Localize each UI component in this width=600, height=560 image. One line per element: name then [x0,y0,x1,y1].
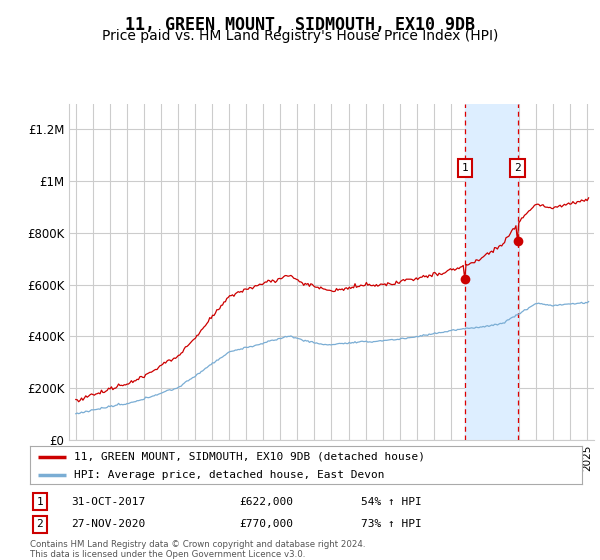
Text: 31-OCT-2017: 31-OCT-2017 [71,497,146,507]
Text: Contains HM Land Registry data © Crown copyright and database right 2024.
This d: Contains HM Land Registry data © Crown c… [30,540,365,559]
Text: 2: 2 [37,520,43,529]
Text: £622,000: £622,000 [240,497,294,507]
Text: £770,000: £770,000 [240,520,294,529]
Text: 11, GREEN MOUNT, SIDMOUTH, EX10 9DB (detached house): 11, GREEN MOUNT, SIDMOUTH, EX10 9DB (det… [74,452,425,462]
Text: HPI: Average price, detached house, East Devon: HPI: Average price, detached house, East… [74,470,385,480]
Bar [465,104,518,440]
Text: 11, GREEN MOUNT, SIDMOUTH, EX10 9DB: 11, GREEN MOUNT, SIDMOUTH, EX10 9DB [125,16,475,34]
Text: 2: 2 [514,163,521,173]
Text: 1: 1 [37,497,43,507]
Text: 73% ↑ HPI: 73% ↑ HPI [361,520,422,529]
Text: 27-NOV-2020: 27-NOV-2020 [71,520,146,529]
Text: 1: 1 [461,163,469,173]
Text: Price paid vs. HM Land Registry's House Price Index (HPI): Price paid vs. HM Land Registry's House … [102,29,498,43]
Text: 54% ↑ HPI: 54% ↑ HPI [361,497,422,507]
